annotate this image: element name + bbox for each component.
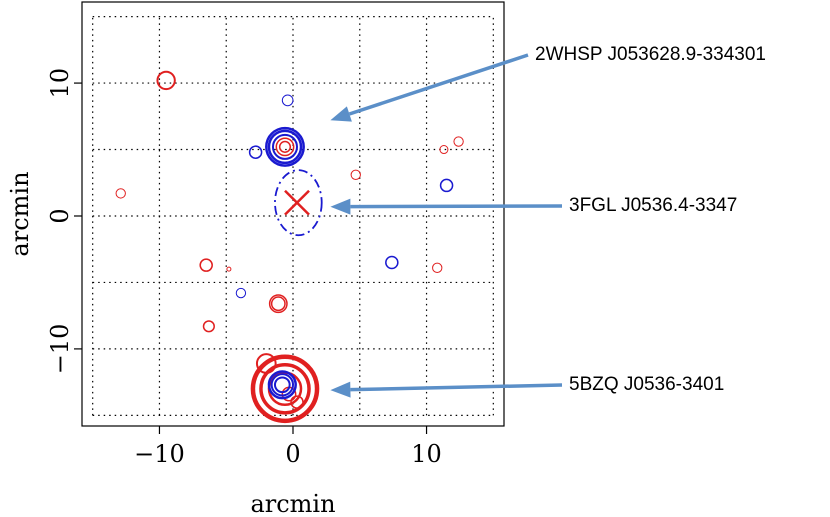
callout-arrowhead [330, 198, 351, 215]
callout-label: 2WHSP J053628.9-334301 [535, 44, 766, 65]
red-source-circle [259, 362, 311, 415]
red-source-circle [115, 188, 126, 199]
x-tick-label: 10 [411, 440, 442, 468]
callout-arrow [350, 204, 563, 209]
x-axis-title: arcmin [250, 490, 335, 517]
red-source-circle [439, 145, 449, 155]
red-source-circle [275, 137, 295, 157]
blue-source-circle [385, 255, 399, 270]
blue-source-circle [267, 129, 303, 165]
callout-arrowhead [330, 106, 352, 122]
blue-source-circle [271, 133, 299, 160]
callout-arrow [348, 53, 529, 116]
red-source-circle [432, 262, 443, 274]
y-axis-title: arcmin [6, 171, 34, 256]
y-tick-label: 10 [46, 68, 74, 99]
red-source-circle [156, 70, 176, 91]
blue-source-circle [439, 178, 454, 193]
grid [92, 16, 494, 416]
red-source-circle [226, 266, 232, 272]
blue-source-circle [267, 370, 297, 400]
callouts: 2WHSP J053628.9-334301 3FGL J0536.4-3347 5… [330, 44, 766, 398]
blue-source-circle [281, 94, 294, 107]
y-tick-label: 0 [46, 208, 74, 223]
red-source-circle [199, 258, 213, 272]
blue-source-circle [248, 145, 263, 159]
blue-source-circle [270, 373, 295, 397]
callout-label: 5BZQ J0536-3401 [569, 374, 724, 395]
blue-source-circle [235, 287, 247, 299]
red-source-circle [268, 294, 288, 314]
red-source-circle [453, 136, 464, 147]
red-source-circle [350, 169, 361, 180]
error-ellipse [274, 169, 323, 237]
x-tick-label: 0 [285, 440, 300, 468]
axis-ticks: −10 0 10 −10 0 10 [46, 68, 442, 468]
callout-arrow [350, 383, 563, 392]
cross-marker [284, 189, 310, 216]
red-source-circle [278, 140, 292, 153]
source-markers [115, 70, 464, 424]
callout-label: 3FGL J0536.4-3347 [569, 195, 737, 216]
blue-source-circle [265, 126, 305, 167]
red-source-circle [290, 395, 304, 409]
x-tick-label: −10 [134, 440, 185, 468]
red-source-circle [250, 354, 320, 424]
red-source-circle [202, 320, 215, 333]
blue-source-circle [273, 376, 291, 394]
red-source-circle [270, 296, 286, 312]
callout-arrowhead [330, 381, 351, 398]
y-tick-label: −10 [46, 324, 74, 375]
plot-frame [81, 1, 505, 427]
